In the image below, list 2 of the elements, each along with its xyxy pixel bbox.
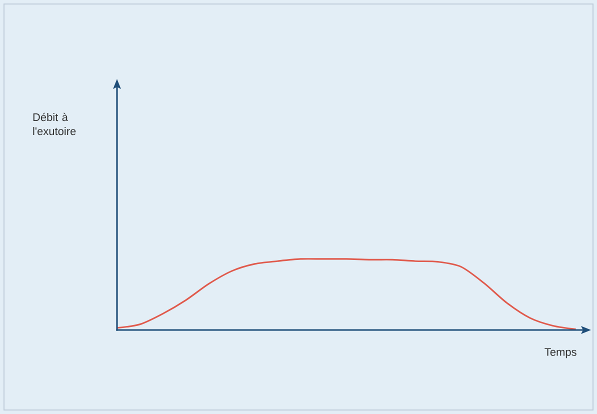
x-axis-title: Temps [544, 348, 576, 358]
text: Débit à l'exutoire [33, 112, 76, 136]
